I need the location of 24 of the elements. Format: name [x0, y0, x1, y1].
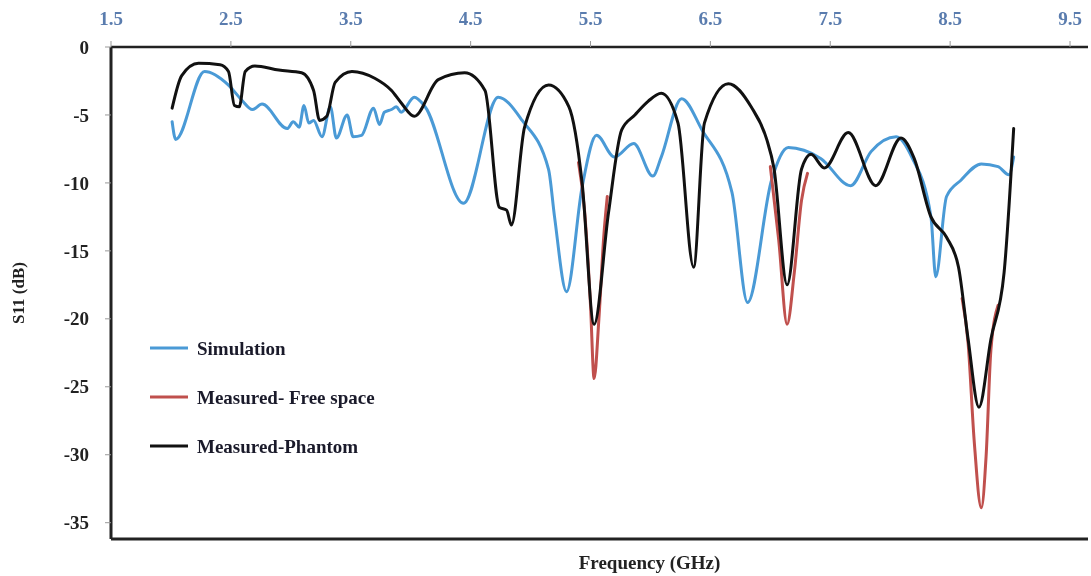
- x-tick-label: 9.5: [1058, 8, 1082, 29]
- x-tick-label: 5.5: [578, 8, 603, 29]
- y-tick-label: -25: [63, 376, 89, 398]
- line-series: [170, 69, 1016, 305]
- y-tick-label: -20: [63, 308, 89, 330]
- x-tick-label: 7.5: [818, 8, 843, 29]
- x-tick-label: 3.5: [338, 8, 363, 29]
- y-tick-label: -15: [63, 240, 89, 262]
- x-tick-label: 1.5: [99, 8, 123, 29]
- x-axis-title: Frequency (GHz): [578, 552, 721, 574]
- y-tick-label: -5: [73, 104, 89, 126]
- x-tick-label: 4.5: [458, 8, 483, 29]
- line-series: [170, 61, 1016, 409]
- y-axis-title: S11 (dB): [9, 262, 28, 324]
- x-tick-label: 2.5: [219, 8, 243, 29]
- y-tick-label: 0: [79, 36, 89, 58]
- legend-label: Simulation: [197, 337, 287, 359]
- legend-label: Measured- Free space: [197, 386, 375, 408]
- legend-label: Measured-Phantom: [197, 435, 359, 457]
- y-tick-label: -30: [63, 444, 89, 466]
- x-tick-label: 6.5: [698, 8, 723, 29]
- x-tick-label: 8.5: [938, 8, 963, 29]
- y-tick-label: -10: [63, 172, 89, 194]
- y-tick-label: -35: [63, 512, 89, 534]
